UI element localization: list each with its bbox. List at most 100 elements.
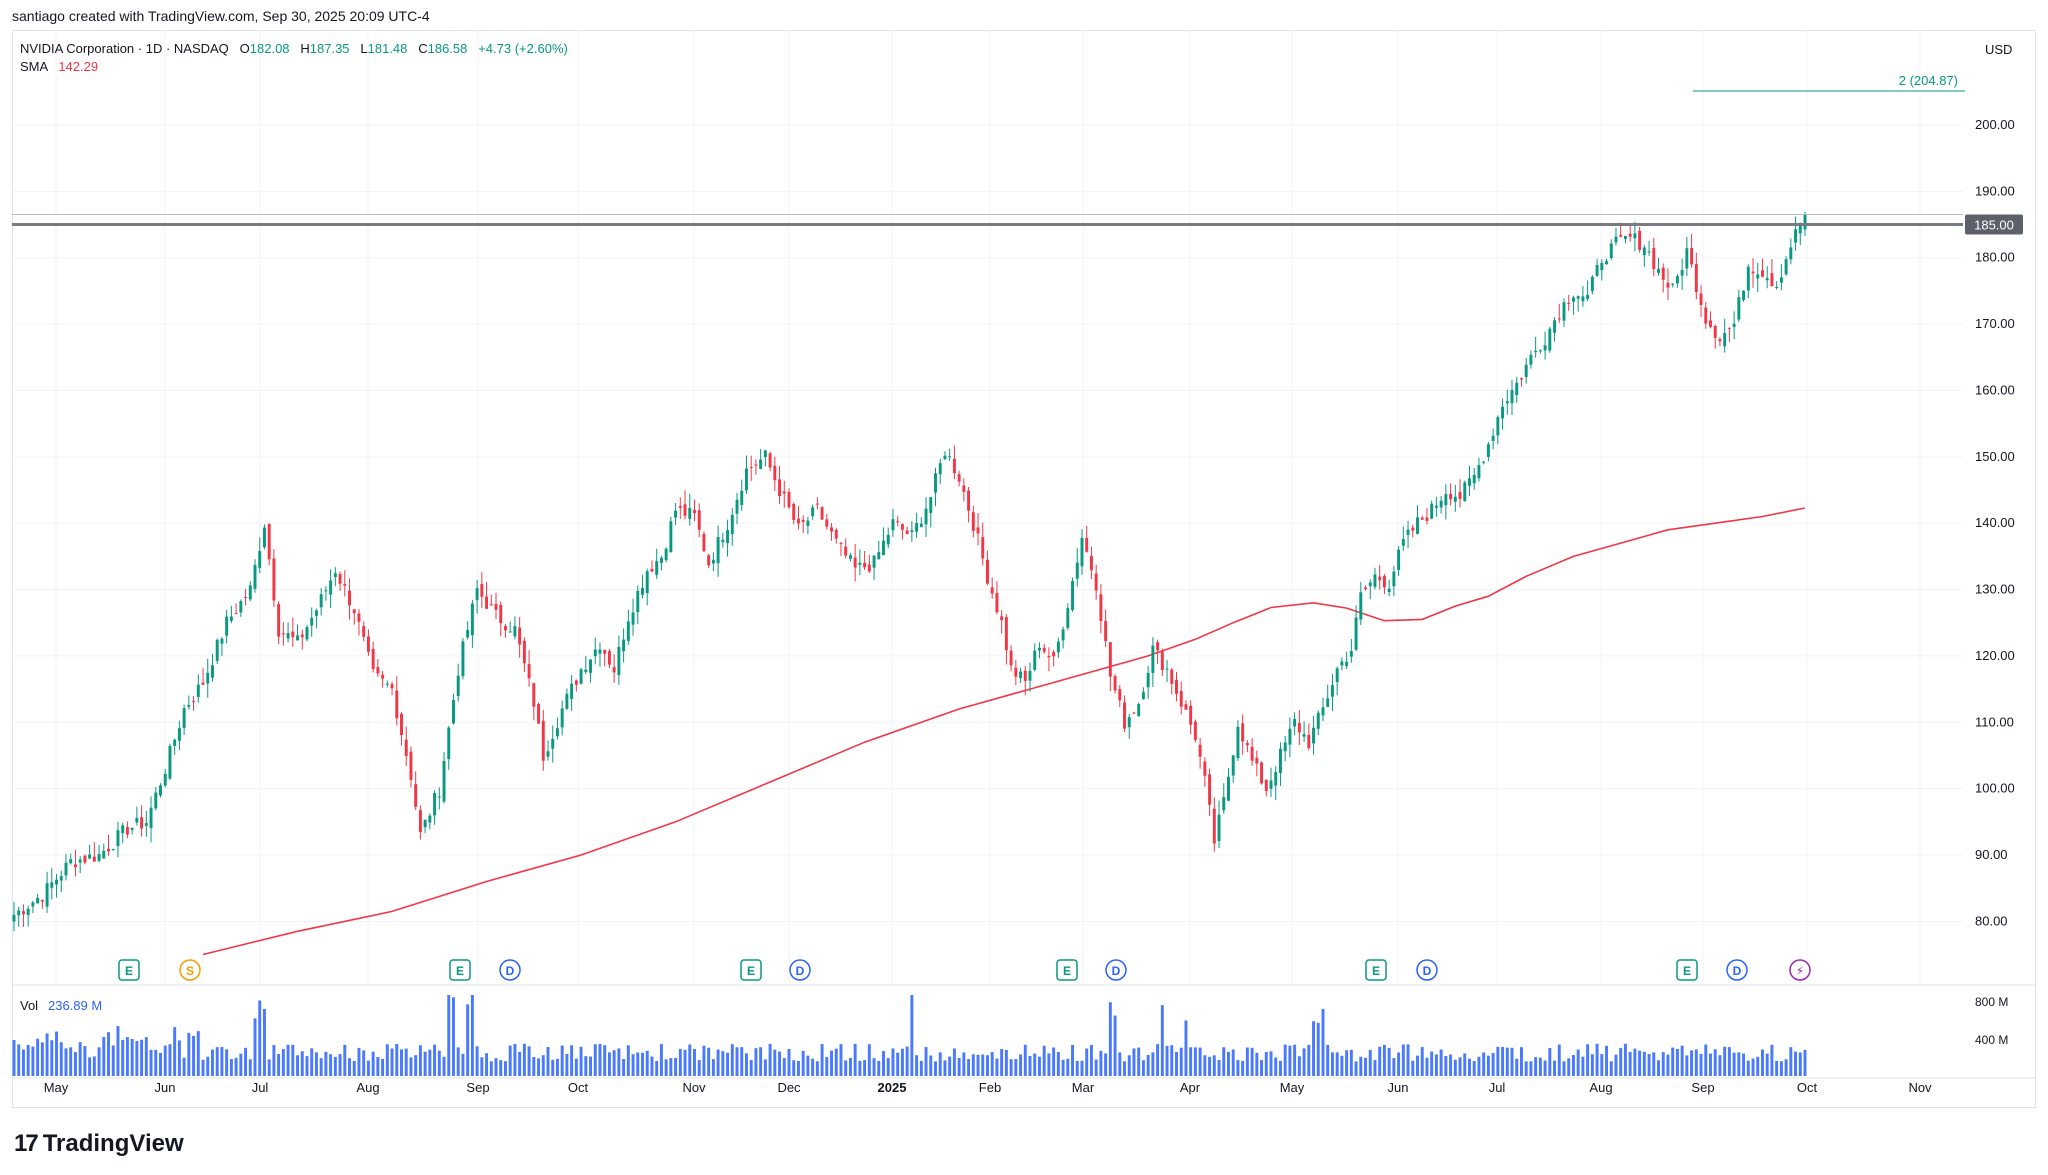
volume-bar (1368, 1049, 1372, 1076)
volume-bar (1141, 1060, 1145, 1076)
candle-body (92, 856, 96, 862)
candle (1269, 767, 1273, 798)
volume-bar (1524, 1061, 1528, 1076)
volume-bar (1037, 1056, 1041, 1076)
dividend-marker[interactable]: D (1416, 959, 1438, 981)
volume-bar (1501, 1047, 1505, 1076)
dividend-marker[interactable]: D (789, 959, 811, 981)
candle (905, 526, 909, 535)
candle-body (995, 592, 999, 613)
volume-bar (102, 1037, 106, 1076)
candle-body (149, 807, 153, 828)
candle-body (1075, 562, 1079, 579)
tradingview-brand[interactable]: 17 TradingView (14, 1130, 184, 1158)
candle (1425, 507, 1429, 525)
candle (50, 868, 54, 900)
candle-body (782, 491, 786, 494)
volume-bar (83, 1046, 87, 1076)
symbol-label[interactable]: NVIDIA Corporation · 1D · NASDAQ (20, 41, 229, 56)
candle-body (1718, 339, 1722, 342)
split-marker[interactable]: S (179, 959, 201, 981)
candle-body (1283, 742, 1287, 752)
candle (461, 638, 465, 680)
dividend-marker[interactable]: D (1726, 959, 1748, 981)
volume-bar (59, 1042, 63, 1076)
candle (574, 679, 578, 692)
volume-bar (1675, 1048, 1679, 1076)
candle (1510, 379, 1514, 416)
volume-tick-label: 800 M (1975, 995, 2008, 1009)
volume-bar (1765, 1053, 1769, 1076)
candle (437, 787, 441, 810)
candle-body (867, 564, 871, 572)
volume-bar (381, 1058, 385, 1076)
time-axis[interactable]: May Jun Jul Aug Sep Oct Nov Dec 2025 Feb Mar Apr May… (44, 1080, 1932, 1095)
earnings-marker[interactable]: E (449, 959, 471, 981)
dividend-marker[interactable]: D (499, 959, 521, 981)
candle-body (314, 610, 318, 616)
volume-bar (1052, 1047, 1056, 1076)
volume-bar (778, 1051, 782, 1076)
candle (1529, 350, 1533, 369)
candle-body (1694, 264, 1698, 293)
volume-bar (796, 1061, 800, 1076)
candle-body (130, 827, 134, 830)
close-label: C (418, 41, 428, 56)
candle-body (442, 761, 446, 802)
earnings-marker[interactable]: E (1676, 959, 1698, 981)
candle (1501, 398, 1505, 430)
candle (910, 521, 914, 542)
candle-body (896, 521, 900, 523)
candle (69, 853, 73, 865)
candle-body (1293, 718, 1297, 727)
legend-sma-row[interactable]: SMA 142.29 (20, 58, 568, 76)
volume-bar (1014, 1059, 1018, 1076)
candle-body (1269, 780, 1273, 789)
earnings-marker[interactable]: E (740, 959, 762, 981)
candle (1732, 311, 1736, 340)
candle-body (853, 557, 857, 568)
volume-bar (64, 1048, 68, 1076)
volume-bar (1420, 1047, 1424, 1076)
candle-body (1264, 779, 1268, 791)
volume-bar (1297, 1056, 1301, 1076)
volume-bar (1557, 1044, 1561, 1076)
candle-body (1439, 500, 1443, 508)
candle (40, 899, 44, 909)
price-axis[interactable]: 80.00 90.00 100.00 110.00 120.00 130.00 140.00… (1975, 117, 2015, 928)
candle (622, 628, 626, 663)
candle-body (678, 506, 682, 508)
volume-bar (896, 1052, 900, 1076)
earnings-marker[interactable]: E (1056, 959, 1078, 981)
candle-body (17, 910, 21, 916)
volume-bar (1628, 1051, 1632, 1076)
volume-bar (721, 1051, 725, 1076)
volume-bar (1156, 1044, 1160, 1076)
candle (1241, 714, 1245, 755)
volume-bar (234, 1057, 238, 1076)
volume-bar (88, 1057, 92, 1076)
earnings-marker[interactable]: E (1365, 959, 1387, 981)
dividend-marker[interactable]: D (1105, 959, 1127, 981)
candle-body (1501, 406, 1505, 419)
candle-body (943, 455, 947, 460)
candle-body (1458, 491, 1462, 500)
volume-bar (503, 1061, 507, 1076)
candle (948, 448, 952, 461)
volume-bar (565, 1053, 569, 1076)
candle (1245, 740, 1249, 753)
candle-body (423, 819, 427, 828)
candle-body (59, 876, 63, 881)
upcoming-earnings-marker[interactable]: ⚡ (1789, 959, 1811, 981)
time-tick-label: Aug (1589, 1080, 1612, 1095)
candle-body (329, 580, 333, 595)
currency-label[interactable]: USD (1985, 42, 2013, 57)
volume-bar (848, 1058, 852, 1076)
candle-body (1094, 573, 1098, 591)
volume-bar (239, 1053, 243, 1076)
earnings-marker[interactable]: E (118, 959, 140, 981)
candle (801, 515, 805, 534)
candle-body (882, 540, 885, 556)
volume-bar (702, 1045, 706, 1076)
